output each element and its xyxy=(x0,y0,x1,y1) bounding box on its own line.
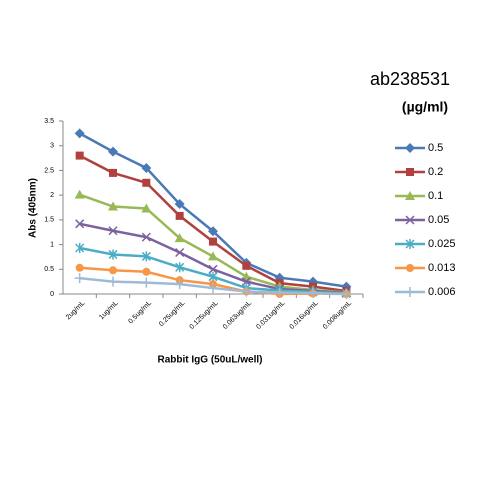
y-tick-label: 2.5 xyxy=(44,167,54,174)
legend-label: 0.013 xyxy=(428,262,456,274)
data-point xyxy=(109,168,117,177)
data-point xyxy=(208,251,218,261)
y-tick-label: 3.5 xyxy=(44,118,54,125)
y-tick-label: 1.5 xyxy=(44,217,54,224)
data-point xyxy=(242,261,251,270)
data-point xyxy=(208,271,218,282)
data-point xyxy=(141,251,151,262)
data-point xyxy=(241,286,252,297)
legend-label: 0.2 xyxy=(428,166,443,178)
series-line xyxy=(79,132,347,288)
legend-label: 0.025 xyxy=(428,238,456,250)
data-point xyxy=(308,288,318,299)
x-tick-label: 0.016ug/mL xyxy=(289,300,320,331)
data-point xyxy=(75,263,84,272)
x-tick-label: 2ug/mL xyxy=(65,300,87,322)
legend-title: (µg/ml) xyxy=(402,99,448,115)
data-point xyxy=(75,243,85,254)
data-point xyxy=(141,162,152,173)
x-tick-label: 0.125ug/mL xyxy=(189,300,220,331)
data-point xyxy=(108,276,118,287)
data-point xyxy=(209,237,217,246)
data-point xyxy=(341,289,352,299)
data-point xyxy=(141,277,152,288)
data-point xyxy=(274,287,285,298)
legend-label: 0.1 xyxy=(428,190,443,202)
legend-label: 0.006 xyxy=(428,286,456,298)
legend-marker xyxy=(405,191,415,200)
y-tick-label: 2 xyxy=(50,192,54,199)
data-point xyxy=(174,233,185,243)
x-tick-label: 0.031ug/mL xyxy=(255,300,286,331)
data-point xyxy=(142,178,151,187)
data-point xyxy=(175,247,185,258)
data-point xyxy=(108,146,118,157)
y-tick-label: 0 xyxy=(50,291,54,298)
data-point xyxy=(74,189,85,199)
y-axis-label: Abs (405nm) xyxy=(28,178,39,238)
chart-title: ab238531 xyxy=(370,69,450,89)
data-point xyxy=(74,273,85,284)
x-tick-label: 0.063ug/mL xyxy=(222,300,253,331)
y-tick-label: 3 xyxy=(50,143,54,150)
legend-label: 0.05 xyxy=(428,214,449,226)
y-tick-label: 1 xyxy=(50,241,54,248)
data-point xyxy=(174,199,185,210)
data-point xyxy=(142,267,151,276)
legend-marker xyxy=(406,168,414,176)
x-axis-label: Rabbit IgG (50uL/well) xyxy=(157,355,262,366)
data-point xyxy=(141,232,151,242)
data-point xyxy=(208,283,218,294)
data-point xyxy=(108,226,118,236)
data-point xyxy=(141,203,152,213)
data-point xyxy=(109,266,117,275)
legend-marker xyxy=(405,143,415,153)
data-point xyxy=(108,201,118,211)
legend-marker xyxy=(405,287,415,297)
x-tick-label: 1ug/mL xyxy=(98,300,120,322)
data-point xyxy=(75,151,84,160)
x-tick-label: 0.008ug/mL xyxy=(322,300,353,331)
data-point xyxy=(175,262,185,273)
x-tick-label: 0.5ug/mL xyxy=(127,300,153,326)
data-point xyxy=(241,277,251,287)
legend-label: 0.5 xyxy=(428,142,443,154)
legend-marker xyxy=(406,264,414,272)
data-point xyxy=(75,219,85,229)
data-point xyxy=(208,226,218,237)
data-point xyxy=(74,128,85,139)
legend-marker xyxy=(405,239,415,249)
legend-marker xyxy=(405,215,415,225)
x-tick-label: 0.25ug/mL xyxy=(158,300,186,328)
data-point xyxy=(174,279,185,290)
data-point xyxy=(208,264,218,274)
data-point xyxy=(175,211,184,220)
data-point xyxy=(108,249,118,260)
y-tick-label: 0.5 xyxy=(44,266,54,273)
